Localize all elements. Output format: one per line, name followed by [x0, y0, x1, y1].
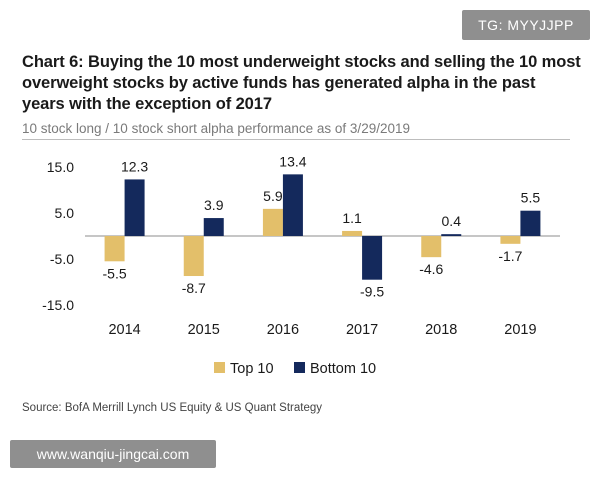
x-tick-label: 2016 [267, 322, 299, 338]
bar-bottom10-2016 [282, 174, 303, 236]
legend-label: Top 10 [230, 361, 274, 377]
bar-top10-2019 [500, 236, 521, 244]
data-label: -4.6 [419, 261, 443, 277]
source-note: Source: BofA Merrill Lynch US Equity & U… [22, 402, 322, 414]
bar-top10-2015 [183, 236, 204, 277]
chart-title: Chart 6: Buying the 10 most underweight … [22, 53, 581, 113]
data-label: -9.5 [360, 284, 384, 300]
bar-top10-2016 [262, 208, 283, 236]
bar-bottom10-2017 [362, 236, 383, 280]
bar-bottom10-2015 [203, 218, 224, 236]
x-tick-label: 2015 [188, 322, 220, 338]
x-tick-label: 2017 [346, 322, 378, 338]
bar-top10-2018 [421, 236, 442, 258]
x-tick-label: 2018 [425, 322, 457, 338]
data-label: -1.7 [498, 248, 522, 264]
bar-bottom10-2014 [124, 179, 145, 236]
data-label: 12.3 [121, 158, 148, 174]
bar-top10-2014 [104, 236, 125, 262]
data-label: 5.9 [263, 188, 283, 204]
data-label: 5.5 [521, 190, 541, 206]
data-label: 3.9 [204, 197, 224, 213]
bar-bottom10-2018 [441, 234, 462, 236]
x-tick-label: 2019 [504, 322, 536, 338]
bar-top10-2017 [342, 230, 363, 236]
y-tick-label: 5.0 [55, 205, 75, 221]
watermark-top: TG: MYYJJPP [462, 10, 590, 40]
title-divider [22, 139, 570, 140]
bar-bottom10-2019 [520, 210, 541, 236]
y-tick-label: 15.0 [47, 159, 74, 175]
y-tick-label: -5.0 [50, 251, 74, 267]
chart-subtitle: 10 stock long / 10 stock short alpha per… [22, 121, 410, 136]
legend-label: Bottom 10 [310, 361, 376, 377]
data-label: -8.7 [182, 280, 206, 296]
watermark-bottom: www.wanqiu-jingcai.com [10, 440, 216, 468]
data-label: 13.4 [279, 153, 306, 169]
data-label: 1.1 [342, 210, 362, 226]
y-tick-label: -15.0 [42, 297, 74, 313]
legend-swatch [294, 362, 305, 373]
data-label: -5.5 [103, 265, 127, 281]
bar-chart: 15.0 5.0 -5.0 -15.0 -5.5 12.3 2014 -8.7 3.9 2015 5… [42, 153, 560, 377]
x-tick-label: 2014 [108, 322, 140, 338]
data-label: 0.4 [442, 213, 462, 229]
legend-swatch [214, 362, 225, 373]
